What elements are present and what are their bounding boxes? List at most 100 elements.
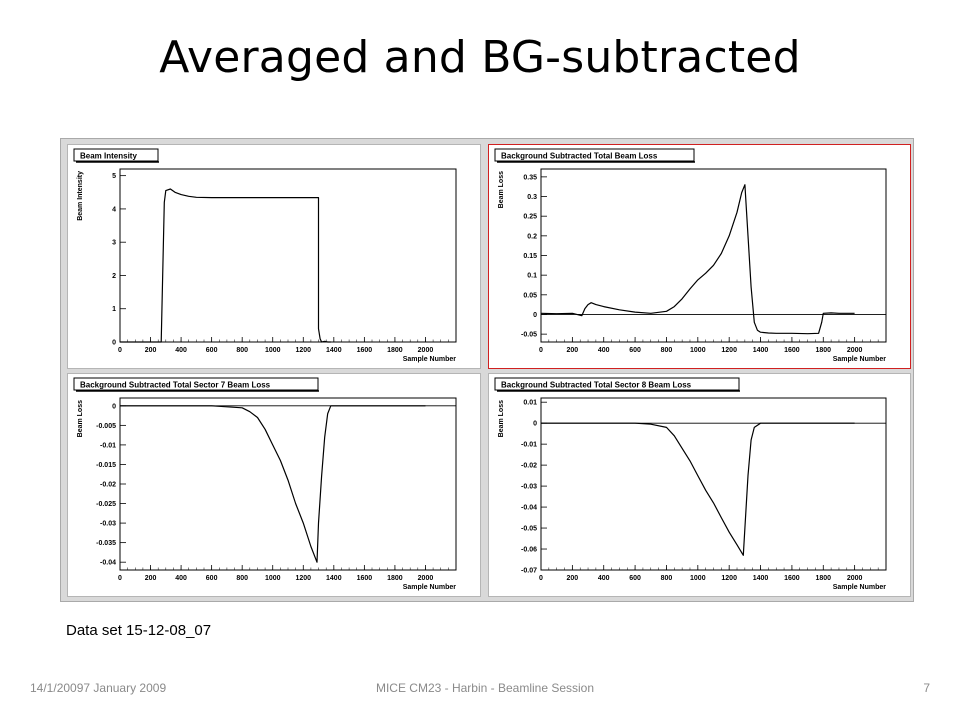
plot-panel-total-beam-loss: 0 200 400 600 800 1000 1200 1400 1600 1800 2000 -0.… bbox=[488, 144, 911, 369]
y-tick-label: 5 bbox=[112, 173, 116, 180]
y-tick-label: 3 bbox=[112, 240, 116, 247]
plot-beam-intensity: 0 200 400 600 800 1000 1200 1400 1600 1800 2000 0 1 2… bbox=[73, 148, 457, 363]
x-tick-label: 1400 bbox=[753, 347, 769, 354]
x-tick-label: 1200 bbox=[295, 575, 311, 582]
plot-title: Background Subtracted Total Sector 7 Bea… bbox=[80, 381, 271, 390]
dataset-caption: Data set 15-12-08_07 bbox=[66, 622, 212, 639]
plot-panel-sector7-beam-loss: 0 200 400 600 800 1000 1200 1400 1600 1800 2000 -0.… bbox=[67, 373, 481, 597]
y-tick-label: 0.3 bbox=[527, 194, 537, 201]
x-tick-label: 1600 bbox=[784, 575, 800, 582]
series-line bbox=[120, 188, 331, 343]
y-tick-label: 0.15 bbox=[523, 253, 537, 260]
y-tick-label: -0.025 bbox=[96, 501, 116, 508]
y-tick-label: -0.06 bbox=[521, 547, 537, 554]
y-tick-label: -0.035 bbox=[96, 540, 116, 547]
y-tick-label: -0.03 bbox=[521, 484, 537, 491]
figure-frame: 0 200 400 600 800 1000 1200 1400 1600 1800 2000 0 1 2… bbox=[60, 138, 914, 602]
y-tick-label: 1 bbox=[112, 306, 116, 313]
x-axis-title: Sample Number bbox=[403, 356, 457, 363]
x-tick-label: 800 bbox=[236, 575, 248, 582]
y-tick-label: 0.25 bbox=[523, 214, 537, 221]
y-tick-label: 0.01 bbox=[523, 400, 537, 407]
x-tick-label: 1800 bbox=[815, 347, 831, 354]
plot-area bbox=[540, 168, 887, 343]
x-tick-label: 1200 bbox=[295, 347, 311, 354]
x-tick-label: 1000 bbox=[690, 347, 706, 354]
x-tick-label: 1600 bbox=[357, 575, 373, 582]
x-tick-label: 200 bbox=[567, 347, 579, 354]
y-tick-label: -0.05 bbox=[521, 332, 537, 339]
y-tick-label: -0.01 bbox=[100, 442, 116, 449]
x-tick-label: 1600 bbox=[357, 347, 373, 354]
y-tick-label: 0.2 bbox=[527, 233, 537, 240]
plot-title-box bbox=[494, 377, 740, 391]
x-tick-label: 1200 bbox=[721, 347, 737, 354]
y-tick-label: -0.02 bbox=[521, 463, 537, 470]
page-number: 7 bbox=[923, 681, 930, 695]
footer-session: MICE CM23 - Harbin - Beamline Session bbox=[375, 681, 595, 695]
x-tick-label: 200 bbox=[145, 575, 157, 582]
plot-panel-sector8-beam-loss: 0 200 400 600 800 1000 1200 1400 1600 1800 2000 -0.… bbox=[488, 373, 911, 597]
plot-title-box bbox=[73, 377, 319, 391]
x-tick-label: 400 bbox=[175, 347, 187, 354]
x-tick-label: 400 bbox=[598, 575, 610, 582]
y-tick-label: -0.015 bbox=[96, 462, 116, 469]
footer-date: 14/1/20097 January 2009 bbox=[30, 681, 167, 695]
x-tick-label: 1400 bbox=[326, 347, 342, 354]
y-tick-label: 4 bbox=[112, 206, 116, 213]
plot-title-box bbox=[494, 148, 695, 162]
x-tick-label: 0 bbox=[118, 347, 122, 354]
y-axis-title: Beam Loss bbox=[498, 400, 505, 437]
plot-sector7-beam-loss: 0 200 400 600 800 1000 1200 1400 1600 1800 2000 -0.… bbox=[73, 377, 457, 591]
plot-title-box bbox=[73, 148, 159, 162]
x-tick-label: 600 bbox=[629, 347, 641, 354]
x-tick-label: 2000 bbox=[418, 575, 434, 582]
x-tick-label: 200 bbox=[567, 575, 579, 582]
y-tick-label: -0.07 bbox=[521, 568, 537, 575]
x-tick-label: 0 bbox=[539, 347, 543, 354]
plot-area bbox=[119, 397, 457, 571]
x-tick-label: 2000 bbox=[418, 347, 434, 354]
y-tick-label: 2 bbox=[112, 273, 116, 280]
series-line bbox=[540, 184, 855, 335]
x-tick-label: 0 bbox=[539, 575, 543, 582]
x-tick-label: 600 bbox=[206, 575, 218, 582]
y-tick-label: 0.1 bbox=[527, 273, 537, 280]
x-tick-label: 600 bbox=[629, 575, 641, 582]
x-tick-label: 400 bbox=[175, 575, 187, 582]
x-tick-label: 1000 bbox=[265, 347, 281, 354]
y-axis-title: Beam Loss bbox=[77, 400, 84, 437]
plot-title: Background Subtracted Total Sector 8 Bea… bbox=[501, 381, 692, 390]
x-tick-label: 1800 bbox=[815, 575, 831, 582]
y-tick-label: -0.03 bbox=[100, 521, 116, 528]
x-axis-title: Sample Number bbox=[833, 356, 887, 363]
y-tick-label: 0.05 bbox=[523, 292, 537, 299]
x-axis-title: Sample Number bbox=[403, 584, 457, 591]
x-tick-label: 1400 bbox=[753, 575, 769, 582]
y-tick-label: -0.05 bbox=[521, 526, 537, 533]
plot-title: Beam Intensity bbox=[80, 152, 137, 161]
y-axis-title: Beam Intensity bbox=[77, 171, 84, 221]
x-tick-label: 1600 bbox=[784, 347, 800, 354]
plot-area bbox=[119, 168, 457, 343]
x-tick-label: 1800 bbox=[387, 575, 403, 582]
y-tick-label: -0.02 bbox=[100, 482, 116, 489]
x-tick-label: 1000 bbox=[690, 575, 706, 582]
series-line bbox=[120, 405, 426, 563]
x-tick-label: 400 bbox=[598, 347, 610, 354]
x-tick-label: 0 bbox=[118, 575, 122, 582]
x-tick-label: 1400 bbox=[326, 575, 342, 582]
x-tick-label: 800 bbox=[236, 347, 248, 354]
y-tick-label: 0 bbox=[112, 340, 116, 347]
y-tick-label: 0 bbox=[533, 312, 537, 319]
y-tick-label: -0.04 bbox=[100, 560, 116, 567]
x-tick-label: 2000 bbox=[847, 575, 863, 582]
y-axis-title: Beam Loss bbox=[498, 171, 505, 208]
x-tick-label: 1200 bbox=[721, 575, 737, 582]
x-tick-label: 200 bbox=[145, 347, 157, 354]
x-axis-title: Sample Number bbox=[833, 584, 887, 591]
y-tick-label: 0 bbox=[112, 403, 116, 410]
y-tick-label: 0.35 bbox=[523, 174, 537, 181]
x-tick-label: 1800 bbox=[387, 347, 403, 354]
plot-sector8-beam-loss: 0 200 400 600 800 1000 1200 1400 1600 1800 2000 -0.… bbox=[494, 377, 887, 591]
